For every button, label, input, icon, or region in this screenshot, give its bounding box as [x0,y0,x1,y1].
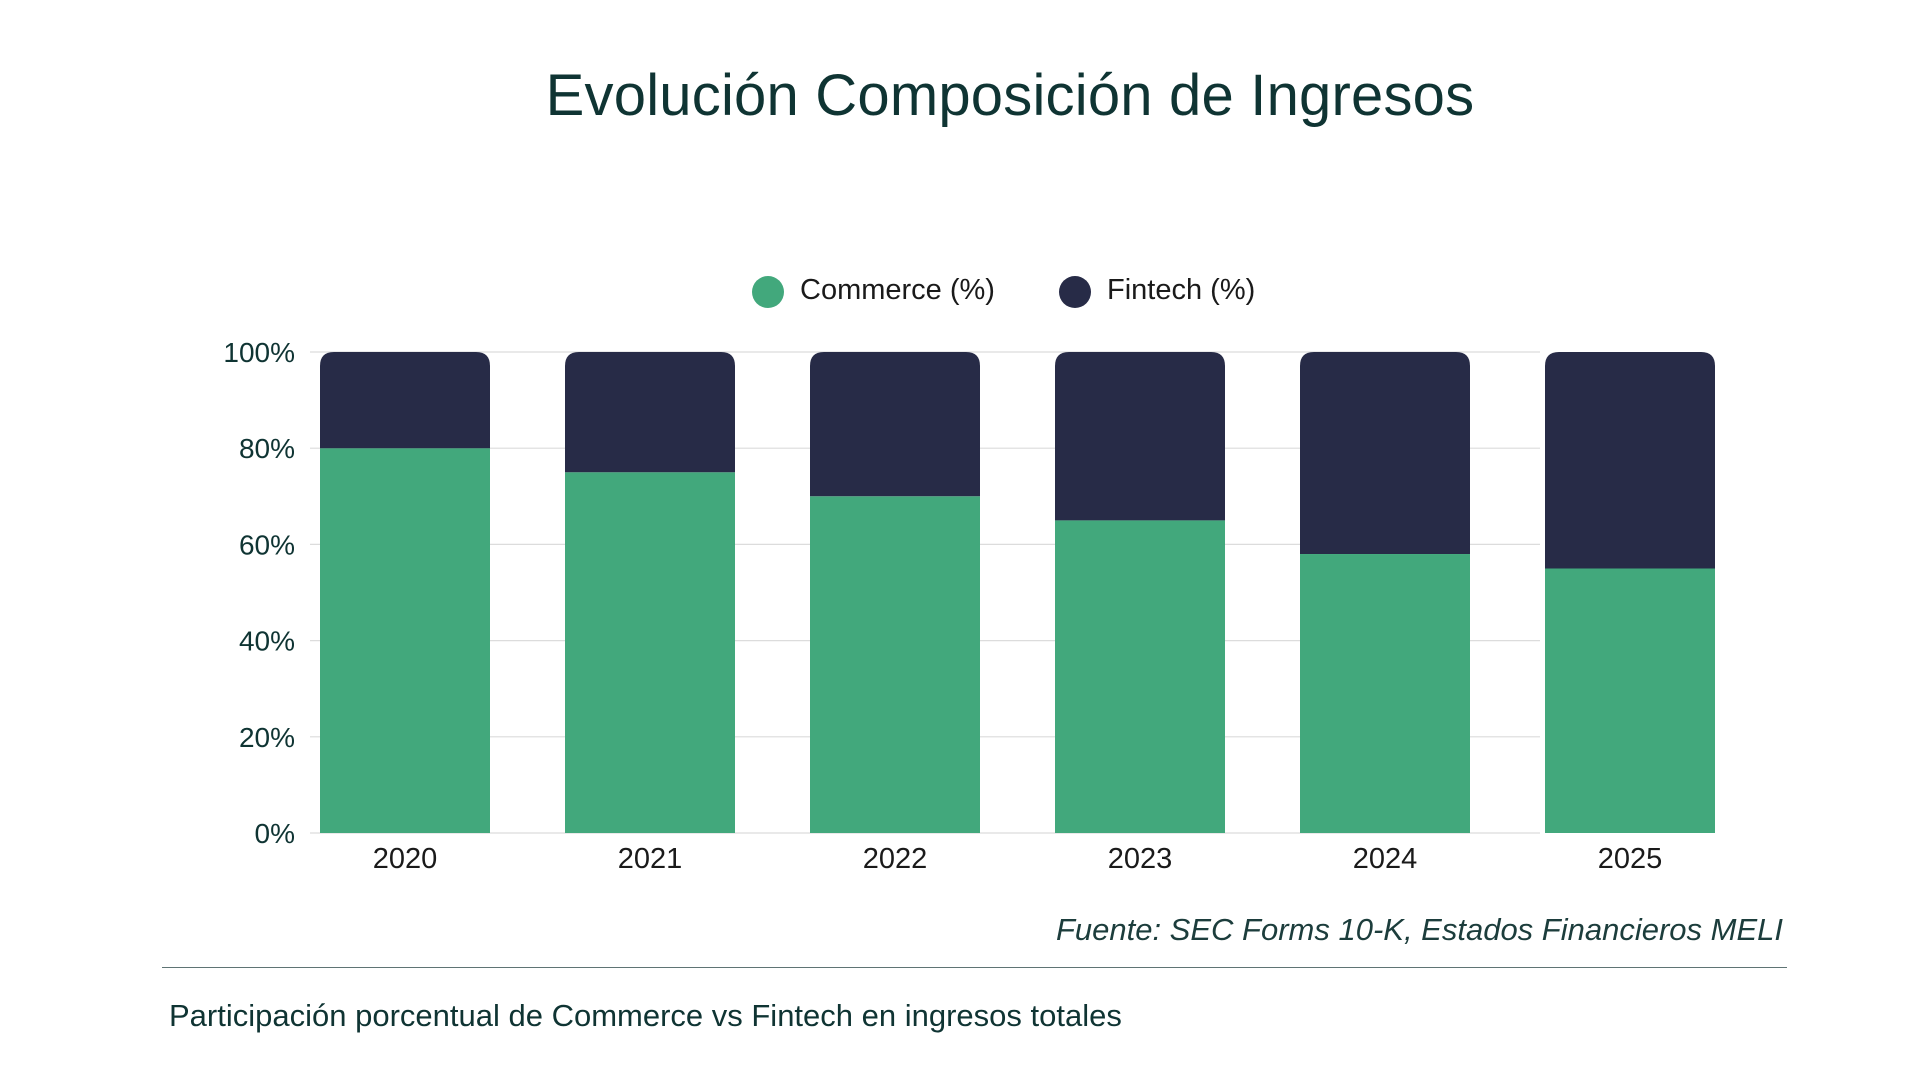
y-tick-label: 80% [239,433,295,464]
x-tick-label: 2022 [863,843,928,875]
y-tick-label: 40% [239,626,295,657]
y-tick-label: 20% [239,722,295,753]
y-tick-label: 100% [223,337,295,368]
bar-commerce-2023 [1055,520,1225,833]
x-axis-ticks: 2020 2021 2022 2023 2024 2025 [373,843,1663,875]
chart-caption: Participación porcentual de Commerce vs … [169,998,1122,1033]
bar-fintech-2023 [1055,352,1225,521]
bar-fintech-2024 [1300,352,1470,555]
bars [320,352,1715,833]
x-tick-label: 2021 [618,843,683,875]
bar-commerce-2024 [1300,554,1470,833]
bar-commerce-2021 [565,472,735,833]
y-tick-label: 0% [255,818,295,849]
chart-title: Evolución Composición de Ingresos [545,63,1475,128]
x-tick-label: 2020 [373,843,438,875]
legend: Commerce (%) Fintech (%) [752,274,1255,308]
x-tick-label: 2025 [1598,843,1663,875]
footer-divider [162,967,1787,968]
bar-commerce-2020 [320,448,490,833]
y-axis-ticks: 0% 20% 40% 60% 80% 100% [223,337,295,849]
bar-fintech-2021 [565,352,735,473]
bar-fintech-2020 [320,352,490,449]
legend-label-fintech: Fintech (%) [1107,274,1255,306]
bar-commerce-2025 [1545,568,1715,833]
legend-marker-commerce [752,276,784,308]
x-tick-label: 2024 [1353,843,1418,875]
source-note: Fuente: SEC Forms 10-K, Estados Financie… [1055,912,1783,947]
legend-marker-fintech [1059,276,1091,308]
bar-fintech-2025 [1545,352,1715,569]
bar-commerce-2022 [810,496,980,833]
bar-fintech-2022 [810,352,980,497]
y-tick-label: 60% [239,529,295,560]
x-tick-label: 2023 [1108,843,1173,875]
legend-label-commerce: Commerce (%) [800,274,995,306]
